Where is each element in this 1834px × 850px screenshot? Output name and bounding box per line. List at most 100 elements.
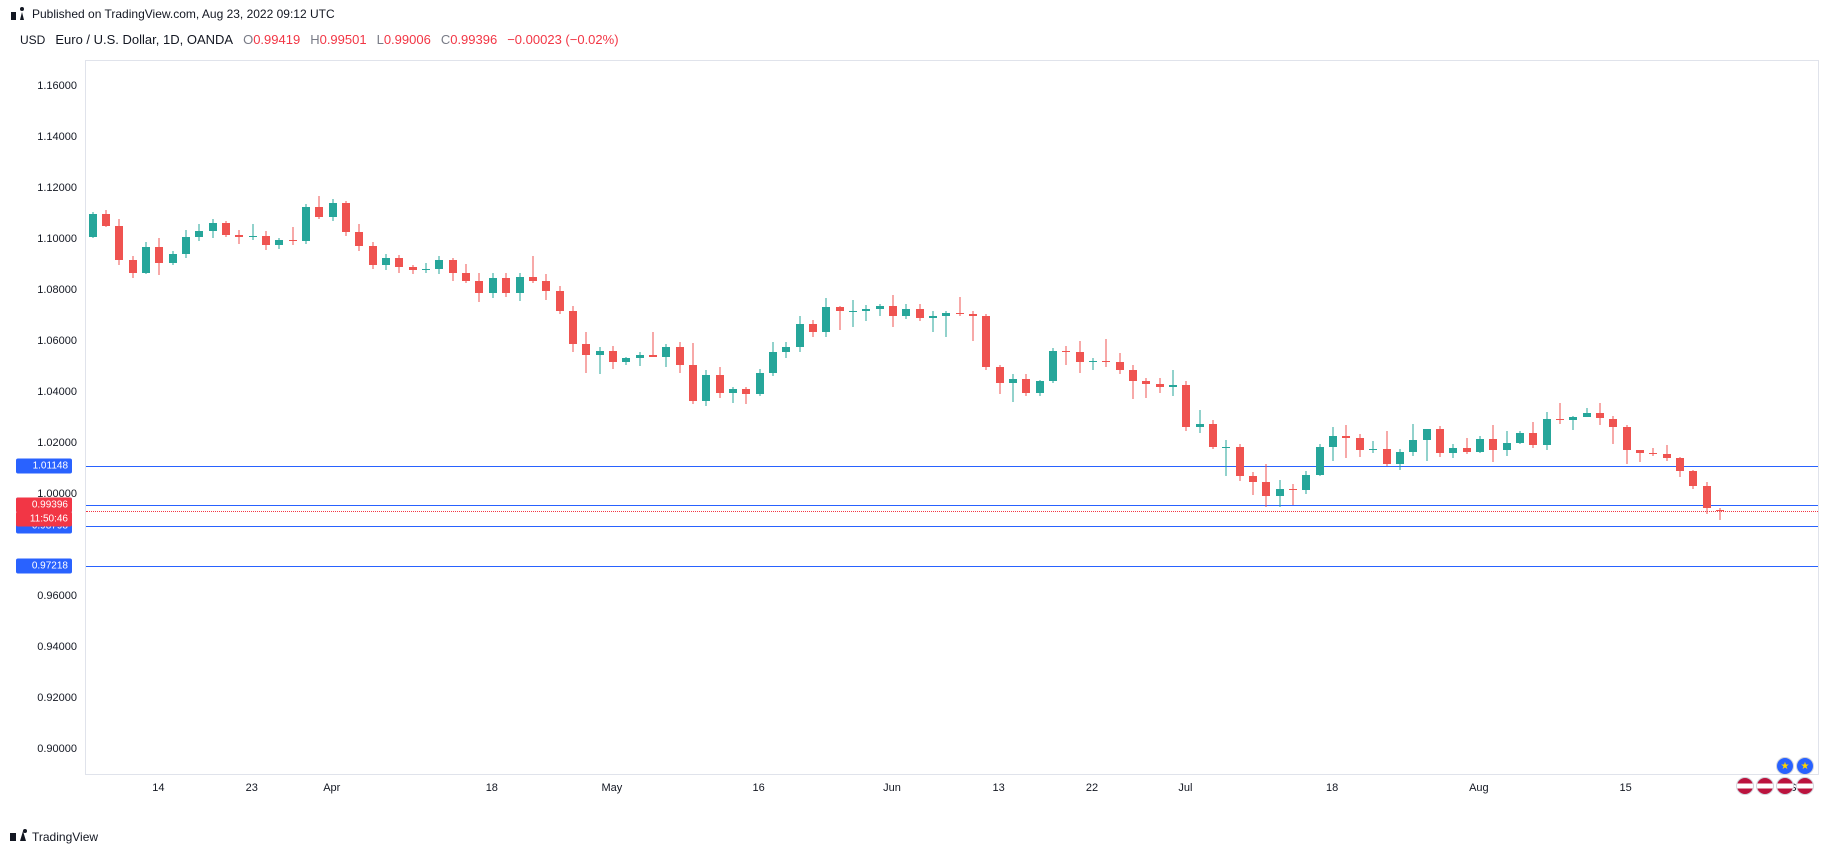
candle[interactable] (1476, 61, 1484, 776)
candle[interactable] (1689, 61, 1697, 776)
footer-branding[interactable]: TradingView (10, 829, 98, 844)
currency-eu-icon[interactable]: ★ (1776, 757, 1794, 775)
candle[interactable] (1236, 61, 1244, 776)
candle[interactable] (355, 61, 363, 776)
candle[interactable] (1369, 61, 1377, 776)
candle[interactable] (1129, 61, 1137, 776)
candle[interactable] (142, 61, 150, 776)
candle[interactable] (1583, 61, 1591, 776)
candle[interactable] (729, 61, 737, 776)
candle[interactable] (916, 61, 924, 776)
candle[interactable] (796, 61, 804, 776)
candle[interactable] (1503, 61, 1511, 776)
candle[interactable] (1703, 61, 1711, 776)
candle[interactable] (1076, 61, 1084, 776)
candle[interactable] (622, 61, 630, 776)
candle[interactable] (409, 61, 417, 776)
candle[interactable] (1649, 61, 1657, 776)
candle[interactable] (115, 61, 123, 776)
candle[interactable] (1463, 61, 1471, 776)
candle[interactable] (1316, 61, 1324, 776)
candle[interactable] (262, 61, 270, 776)
candle[interactable] (1302, 61, 1310, 776)
candle[interactable] (516, 61, 524, 776)
candle[interactable] (182, 61, 190, 776)
candle[interactable] (502, 61, 510, 776)
candle[interactable] (836, 61, 844, 776)
candle[interactable] (662, 61, 670, 776)
candle[interactable] (1142, 61, 1150, 776)
currency-us-icon[interactable] (1796, 777, 1814, 795)
candle[interactable] (129, 61, 137, 776)
candle[interactable] (249, 61, 257, 776)
candle[interactable] (942, 61, 950, 776)
plot-area[interactable]: 1.011480.996070.987980.972180.9939611:50… (85, 60, 1819, 775)
candle[interactable] (489, 61, 497, 776)
candle[interactable] (1556, 61, 1564, 776)
candle[interactable] (1062, 61, 1070, 776)
currency-us-icon[interactable] (1776, 777, 1794, 795)
candle[interactable] (902, 61, 910, 776)
candle[interactable] (1156, 61, 1164, 776)
candle[interactable] (889, 61, 897, 776)
candle[interactable] (1383, 61, 1391, 776)
candle[interactable] (209, 61, 217, 776)
candle[interactable] (89, 61, 97, 776)
currency-us-icon[interactable] (1736, 777, 1754, 795)
currency-eu-icon[interactable]: ★ (1796, 757, 1814, 775)
candle[interactable] (1489, 61, 1497, 776)
candle[interactable] (996, 61, 1004, 776)
candle[interactable] (195, 61, 203, 776)
candle[interactable] (876, 61, 884, 776)
candle[interactable] (462, 61, 470, 776)
candle[interactable] (475, 61, 483, 776)
candle[interactable] (422, 61, 430, 776)
candle[interactable] (636, 61, 644, 776)
symbol-title[interactable]: Euro / U.S. Dollar, 1D, OANDA (55, 32, 233, 47)
candle[interactable] (982, 61, 990, 776)
candle[interactable] (1596, 61, 1604, 776)
candle[interactable] (1436, 61, 1444, 776)
candle[interactable] (569, 61, 577, 776)
candle[interactable] (342, 61, 350, 776)
candle[interactable] (1262, 61, 1270, 776)
candle[interactable] (969, 61, 977, 776)
candle[interactable] (1182, 61, 1190, 776)
candle[interactable] (155, 61, 163, 776)
candle[interactable] (1222, 61, 1230, 776)
candle[interactable] (1409, 61, 1417, 776)
candle[interactable] (395, 61, 403, 776)
candle[interactable] (102, 61, 110, 776)
candle[interactable] (862, 61, 870, 776)
candle[interactable] (956, 61, 964, 776)
candle[interactable] (649, 61, 657, 776)
candle[interactable] (1569, 61, 1577, 776)
candle[interactable] (929, 61, 937, 776)
candle[interactable] (449, 61, 457, 776)
candle[interactable] (1423, 61, 1431, 776)
candle[interactable] (716, 61, 724, 776)
candle[interactable] (1716, 61, 1724, 776)
candle[interactable] (1089, 61, 1097, 776)
candle[interactable] (382, 61, 390, 776)
candle[interactable] (289, 61, 297, 776)
candle[interactable] (169, 61, 177, 776)
candle[interactable] (1529, 61, 1537, 776)
candle[interactable] (222, 61, 230, 776)
candle[interactable] (1116, 61, 1124, 776)
candle[interactable] (742, 61, 750, 776)
candle[interactable] (1356, 61, 1364, 776)
candle[interactable] (582, 61, 590, 776)
candle[interactable] (302, 61, 310, 776)
candle[interactable] (689, 61, 697, 776)
currency-us-icon[interactable] (1756, 777, 1774, 795)
candle[interactable] (556, 61, 564, 776)
candle[interactable] (435, 61, 443, 776)
candle[interactable] (849, 61, 857, 776)
candle[interactable] (822, 61, 830, 776)
candle[interactable] (1636, 61, 1644, 776)
candle[interactable] (542, 61, 550, 776)
candle[interactable] (1342, 61, 1350, 776)
candle[interactable] (1169, 61, 1177, 776)
candle[interactable] (1329, 61, 1337, 776)
